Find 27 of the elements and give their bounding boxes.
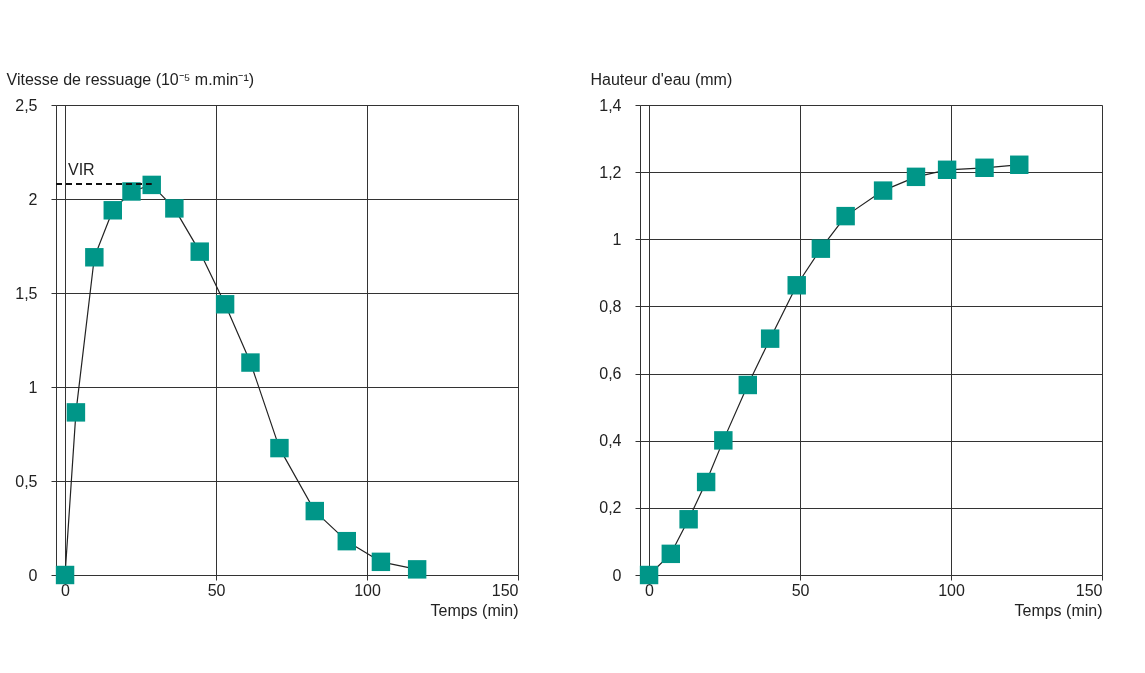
y-tick-label: 0,8: [599, 297, 622, 315]
y-tick-label: 0: [612, 566, 622, 584]
x-tick-label: 100: [938, 581, 965, 599]
x-axis-title: Temps (min): [1014, 601, 1103, 619]
x-axis-title: Temps (min): [430, 601, 519, 619]
y-tick-label: 2,5: [15, 96, 38, 114]
y-tick-label: 0,4: [599, 432, 622, 450]
ref-line-label: VIR: [68, 160, 95, 178]
x-tick-label: 50: [207, 581, 226, 599]
y-axis-title: Vitesse de ressuage (10⁻⁵ m.min⁻¹): [6, 70, 255, 88]
x-tick-label: 150: [491, 581, 519, 599]
y-tick-label: 1,2: [599, 163, 622, 181]
y-tick-label: 0,2: [599, 499, 622, 517]
y-tick-label: 2: [28, 190, 38, 208]
x-tick-label: 150: [1075, 581, 1103, 599]
x-tick-label: 0: [61, 581, 71, 599]
y-tick-label: 0,5: [15, 472, 38, 490]
y-tick-label: 1,5: [15, 284, 38, 302]
x-tick-label: 0: [645, 581, 655, 599]
x-tick-label: 50: [791, 581, 810, 599]
y-tick-label: 1: [612, 230, 622, 248]
y-tick-label: 1,4: [599, 96, 622, 114]
y-tick-label: 1: [28, 378, 38, 396]
x-tick-label: 100: [354, 581, 381, 599]
y-tick-label: 0,6: [599, 365, 622, 383]
y-tick-label: 0: [28, 566, 38, 584]
y-axis-title: Hauteur d'eau (mm): [590, 70, 733, 88]
